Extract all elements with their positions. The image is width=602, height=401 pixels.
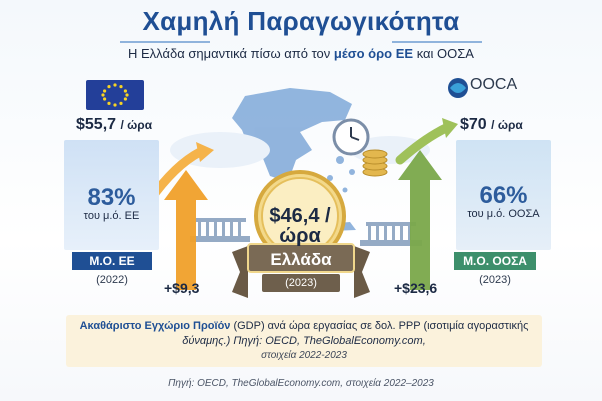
oecd-average-badge: Μ.Ο. ΟΟΣΑ <box>454 252 536 270</box>
eu-year: (2022) <box>96 274 128 286</box>
oecd-logo-text: OOCA <box>470 76 518 93</box>
eu-price-value: $55,7 <box>76 116 117 133</box>
arrow-up-green-icon <box>398 150 442 290</box>
info-line-2: δύναμης.) Πηγή: OECD, TheGlobalEconomy.c… <box>182 335 426 347</box>
oecd-globe-icon <box>448 78 468 98</box>
subtitle-prefix: Η Ελλάδα σημαντικά πίσω από τον <box>128 46 331 61</box>
oecd-column <box>456 140 551 250</box>
acropolis-left-icon <box>190 218 250 242</box>
page-title: Χαμηλή Παραγωγικότητα <box>142 6 460 36</box>
greece-value-unit: ώρα <box>279 225 321 247</box>
oecd-price-unit: / ώρα <box>491 118 523 132</box>
greece-label: Ελλάδα <box>270 250 332 269</box>
eu-gap: +$9,3 <box>164 280 200 296</box>
subtitle: Η Ελλάδα σημαντικά πίσω από τον μέσο όρο… <box>0 46 602 61</box>
greece-value-amount: $46,4 / <box>269 205 331 227</box>
oecd-year: (2023) <box>479 274 511 286</box>
eu-price: $55,7 / ώρα <box>76 116 152 134</box>
eu-price-unit: / ώρα <box>120 118 153 132</box>
acropolis-right-icon <box>360 222 422 246</box>
greece-year: (2023) <box>285 277 317 289</box>
info-box <box>66 315 542 367</box>
arrow-curved-green-icon <box>395 118 458 165</box>
oecd-percentage-label: του μ.ό. ΟΟΣΑ <box>467 208 540 220</box>
info-line-3: στοιχεία 2022-2023 <box>261 350 347 361</box>
eu-flag-icon <box>86 80 144 110</box>
oecd-percentage: 66% <box>479 182 528 209</box>
info-line-1: Ακαθάριστο Εγχώριο Προϊόν (GDP) ανά ώρα … <box>74 320 534 332</box>
subtitle-highlight: μέσο όρο ΕΕ <box>333 46 414 61</box>
coins-icon <box>362 149 388 177</box>
ribbon-banner <box>232 243 370 298</box>
subtitle-suffix: και ΟΟΣΑ <box>416 46 474 61</box>
info-bold: Ακαθάριστο Εγχώριο Προϊόν <box>79 320 231 332</box>
greece-value: $46,4 / ώρα <box>258 206 342 246</box>
info-rest: (GDP) ανά ώρα εργασίας σε δολ. PPP (ισοτ… <box>230 320 529 332</box>
oecd-gap: +$23,6 <box>394 280 438 296</box>
eu-percentage: 83% <box>87 184 136 211</box>
clock-icon <box>332 118 370 156</box>
title-divider-left <box>120 41 210 43</box>
arrow-up-orange-icon <box>164 170 208 290</box>
oecd-price: $70 / ώρα <box>460 116 523 134</box>
title-divider-right <box>392 41 482 43</box>
eu-average-badge: Μ.Ο. ΕΕ <box>72 252 152 270</box>
eu-column <box>64 140 159 250</box>
source-footer: Πηγή: OECD, TheGlobalEconomy.com, στοιχε… <box>168 378 434 389</box>
oecd-price-value: $70 <box>460 116 487 133</box>
eu-percentage-label: του μ.ό. ΕΕ <box>83 210 140 222</box>
medal-icon <box>254 170 346 262</box>
